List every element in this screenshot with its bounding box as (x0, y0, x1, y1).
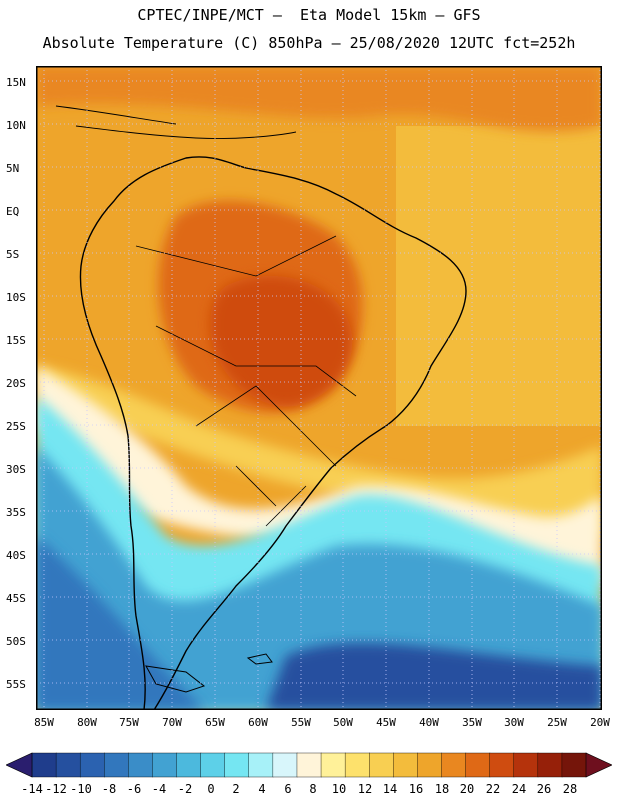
colorbar-label: 18 (434, 782, 450, 796)
colorbar-label: 8 (309, 782, 317, 796)
colorbar-label: -6 (126, 782, 142, 796)
colorbar-label: 14 (382, 782, 398, 796)
colorbar-label: -8 (101, 782, 117, 796)
lon-label-45w: 45W (376, 716, 396, 729)
lat-label-25s: 25S (6, 420, 26, 433)
caribbean-outline (55, 105, 297, 139)
colorbar-label: -12 (45, 782, 67, 796)
colorbar-cell (272, 752, 298, 778)
lon-label-50w: 50W (333, 716, 353, 729)
lat-label-eq: EQ (6, 205, 20, 218)
temperature-map (36, 66, 602, 710)
colorbar-cell (465, 752, 491, 778)
colorbar-cell (320, 752, 346, 778)
lat-label-15s: 15S (6, 334, 26, 347)
lon-label-85w: 85W (34, 716, 54, 729)
colorbar-cell (224, 752, 250, 778)
colorbar-cell (176, 752, 202, 778)
lat-label-5s: 5S (6, 248, 20, 261)
colorbar-cell (537, 752, 563, 778)
lat-label-10n: 10N (6, 119, 26, 132)
colorbar-label: 16 (408, 782, 424, 796)
colorbar-cell (152, 752, 178, 778)
lon-label-40w: 40W (419, 716, 439, 729)
colorbar-cell (104, 752, 129, 778)
colorbar-label: -4 (151, 782, 167, 796)
colorbar-cell (55, 752, 81, 778)
colorbar-label: 2 (232, 782, 240, 796)
lat-label-15n: 15N (6, 76, 26, 89)
lat-label-55s: 55S (6, 678, 26, 691)
colorbar-cell (344, 752, 370, 778)
colorbar-cell (489, 752, 515, 778)
colorbar-cell (513, 752, 539, 778)
colorbar-label: 12 (357, 782, 373, 796)
lat-label-20s: 20S (6, 377, 26, 390)
colorbar-cell (441, 752, 467, 778)
colorbar-label: 28 (562, 782, 578, 796)
lon-label-20w: 20W (590, 716, 610, 729)
colorbar-cell (393, 752, 418, 778)
colorbar-label: 26 (536, 782, 552, 796)
tierra-del-fuego-outline (145, 665, 206, 693)
lon-label-65w: 65W (205, 716, 225, 729)
lon-label-25w: 25W (547, 716, 567, 729)
colorbar-label: 6 (284, 782, 292, 796)
colorbar-cell (128, 752, 154, 778)
field-subtropical-band (36, 366, 602, 536)
title-line-2: Absolute Temperature (C) 850hPa – 25/08/… (42, 34, 576, 52)
field-central-hotter (210, 276, 353, 407)
lon-label-60w: 60W (248, 716, 268, 729)
lat-label-50s: 50S (6, 635, 26, 648)
colorbar-cell (248, 752, 274, 778)
colorbar-high-arrow (585, 752, 612, 778)
colorbar-label: -10 (70, 782, 92, 796)
colorbar-cell (200, 752, 226, 778)
colorbar-label: -2 (177, 782, 193, 796)
lat-label-10s: 10S (6, 291, 26, 304)
lat-label-35s: 35S (6, 506, 26, 519)
field-coldest-southeast (266, 643, 602, 710)
field-cold-south (36, 446, 602, 710)
lat-label-45s: 45S (6, 592, 26, 605)
colorbar-label: -14 (21, 782, 43, 796)
lat-label-5n: 5N (6, 162, 20, 175)
border-lines (135, 235, 357, 527)
colorbar-label: 22 (485, 782, 501, 796)
colorbar-label: 10 (331, 782, 347, 796)
colorbar-cell (31, 752, 57, 778)
lon-label-80w: 80W (77, 716, 97, 729)
lon-label-30w: 30W (504, 716, 524, 729)
map-border (36, 66, 602, 710)
colorbar-cell (369, 752, 394, 778)
lon-label-55w: 55W (291, 716, 311, 729)
graticule (36, 66, 602, 710)
colorbar-cell (417, 752, 443, 778)
colorbar-label: 24 (511, 782, 527, 796)
field-ocean-east (396, 126, 602, 426)
colorbar-low-arrow (6, 752, 33, 778)
falklands-outline (246, 653, 273, 665)
field-north-warm (36, 66, 602, 132)
colorbar-cell (296, 752, 322, 778)
lat-label-40s: 40S (6, 549, 26, 562)
title-line-1: CPTEC/INPE/MCT – Eta Model 15km – GFS (137, 6, 481, 24)
colorbar-cell (79, 752, 105, 778)
colorbar-label: 0 (207, 782, 215, 796)
colorbar-cell (561, 752, 587, 778)
lon-label-75w: 75W (119, 716, 139, 729)
colorbar-label: 4 (258, 782, 266, 796)
lon-label-35w: 35W (462, 716, 482, 729)
colorbar-label: 20 (459, 782, 475, 796)
lon-label-70w: 70W (162, 716, 182, 729)
field-coldest-south (36, 536, 206, 710)
lat-label-30s: 30S (6, 463, 26, 476)
colorbar (6, 752, 612, 778)
continent-outline (79, 156, 467, 710)
